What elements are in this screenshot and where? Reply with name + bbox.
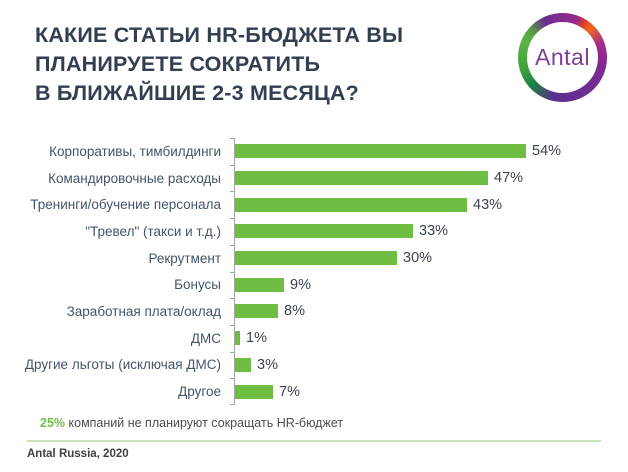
category-label: Командировочные расходы [48,170,221,186]
category-label: Другие льготы (исключая ДМС) [24,357,221,373]
axis-tick [230,138,234,139]
axis-tick [230,218,234,219]
chart-row: Рекрутмент 30% [0,245,628,272]
bar [235,357,251,372]
axis-tick [230,245,234,246]
value-label: 1% [246,330,267,347]
bar [235,277,284,292]
antal-logo-inner-circle: Antal [527,22,598,93]
chart-rows: Корпоративы, тимбилдинги 54% Командировочн… [0,138,628,405]
bar [235,251,397,266]
category-label: Другое [178,384,221,400]
bar-zone: 47% [229,170,628,186]
chart-row: Другое 7% [0,378,628,405]
axis-tick [230,352,234,353]
bar [235,144,526,159]
category-label: Корпоративы, тимбилдинги [49,143,221,159]
value-label: 30% [403,250,433,267]
antal-logo: Antal [518,13,607,102]
axis-tick [230,191,234,192]
source-caption: Antal Russia, 2020 [27,448,129,460]
chart-row: Корпоративы, тимбилдинги 54% [0,138,628,165]
bar-zone: 8% [229,303,628,319]
bar-zone: 3% [229,357,628,373]
category-label: ДМС [190,330,221,346]
y-axis [230,138,235,405]
category-label: Тренинги/обучение персонала [30,197,221,213]
bar [235,224,413,239]
value-label: 9% [290,276,311,293]
value-label: 7% [279,383,300,400]
bar-zone: 1% [229,330,628,346]
bar-zone: 43% [229,197,628,213]
axis-tick [230,404,234,405]
bar [235,197,467,212]
footnote: 25% компаний не планируют сокращать HR-б… [40,416,343,430]
chart-row: Другие льготы (исключая ДМС) 3% [0,352,628,379]
category-label: Рекрутмент [148,250,221,266]
axis-tick [230,325,234,326]
bar-chart: Корпоративы, тимбилдинги 54% Командировочн… [0,138,628,405]
footer-divider [27,440,601,442]
antal-logo-text: Antal [535,44,590,70]
bar-zone: 54% [229,143,628,159]
chart-row: ДМС 1% [0,325,628,352]
value-label: 8% [284,303,305,320]
bar [235,304,278,319]
bar-zone: 9% [229,277,628,293]
value-label: 47% [494,170,524,187]
bar [235,331,240,346]
chart-row: Заработная плата/оклад 8% [0,298,628,325]
footnote-text: компаний не планируют сокращать HR-бюдже… [65,416,344,430]
footnote-highlight: 25% [40,416,66,430]
page-title: КАКИЕ СТАТЬИ HR-БЮДЖЕТА ВЫ ПЛАНИРУЕТЕ СО… [35,23,404,106]
category-label: "Тревел" (такси и т.д.) [85,223,221,239]
axis-tick [230,272,234,273]
value-label: 3% [257,356,278,373]
chart-row: Тренинги/обучение персонала 43% [0,191,628,218]
chart-row: "Тревел" (такси и т.д.) 33% [0,218,628,245]
chart-row: Командировочные расходы 47% [0,165,628,192]
bar [235,171,488,186]
value-label: 43% [473,196,503,213]
category-label: Заработная плата/оклад [66,303,221,319]
value-label: 33% [419,223,449,240]
axis-tick [230,378,234,379]
axis-tick [230,298,234,299]
chart-row: Бонусы 9% [0,271,628,298]
value-label: 54% [532,143,562,160]
bar-zone: 7% [229,384,628,400]
category-label: Бонусы [174,277,221,293]
bar [235,384,273,399]
bar-zone: 30% [229,250,628,266]
axis-tick [230,165,234,166]
bar-zone: 33% [229,223,628,239]
